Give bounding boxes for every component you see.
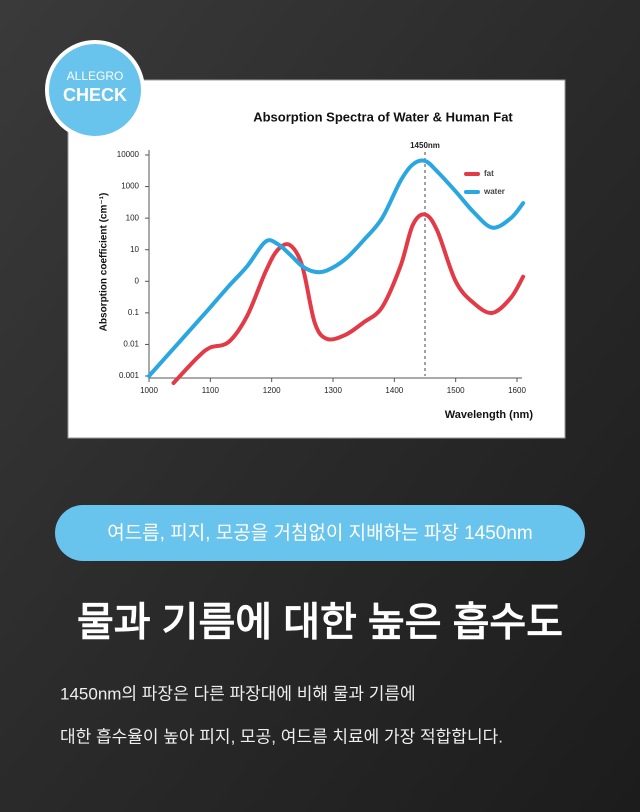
badge-line: ALLEGRO bbox=[67, 69, 124, 83]
legend-label: water bbox=[483, 187, 505, 196]
y-tick-label: 10 bbox=[130, 245, 139, 254]
x-tick-label: 1500 bbox=[447, 386, 465, 395]
x-tick-label: 1200 bbox=[263, 386, 281, 395]
annotation: 1450nm bbox=[410, 141, 440, 150]
x-tick-label: 1400 bbox=[385, 386, 403, 395]
pill bbox=[55, 505, 585, 561]
x-tick-label: 1300 bbox=[324, 386, 342, 395]
body-line: 1450nm의 파장은 다른 파장대에 비해 물과 기름에 bbox=[60, 684, 416, 703]
y-tick-label: 0.001 bbox=[119, 371, 140, 380]
chart-title: Absorption Spectra of Water & Human Fat bbox=[253, 109, 513, 124]
y-tick-label: 0.01 bbox=[123, 340, 139, 349]
y-tick-label: 10000 bbox=[117, 150, 140, 159]
chart-panel bbox=[67, 79, 566, 439]
body-line: 대한 흡수율이 높아 피지, 모공, 여드름 치료에 가장 적합합니다. bbox=[60, 727, 503, 746]
headline: 물과 기름에 대한 높은 흡수도 bbox=[77, 601, 563, 645]
x-tick-label: 1100 bbox=[202, 386, 220, 395]
y-axis-label: Absorption coefficient (cm⁻¹) bbox=[99, 193, 110, 332]
y-tick-label: 0.1 bbox=[128, 308, 140, 317]
x-axis-label: Wavelength (nm) bbox=[445, 409, 534, 421]
badge bbox=[45, 40, 145, 140]
y-tick-label: 100 bbox=[126, 213, 140, 222]
x-tick-label: 1000 bbox=[140, 386, 158, 395]
series-line bbox=[147, 158, 526, 378]
badge-line: CHECK bbox=[63, 85, 127, 105]
y-tick-label: 0 bbox=[135, 276, 140, 285]
pill-text: 여드름, 피지, 모공을 거침없이 지배하는 파장 1450nm bbox=[107, 522, 533, 544]
x-tick-label: 1600 bbox=[508, 386, 526, 395]
legend-label: fat bbox=[484, 169, 494, 178]
y-tick-label: 1000 bbox=[121, 182, 139, 191]
series-line bbox=[171, 212, 526, 386]
